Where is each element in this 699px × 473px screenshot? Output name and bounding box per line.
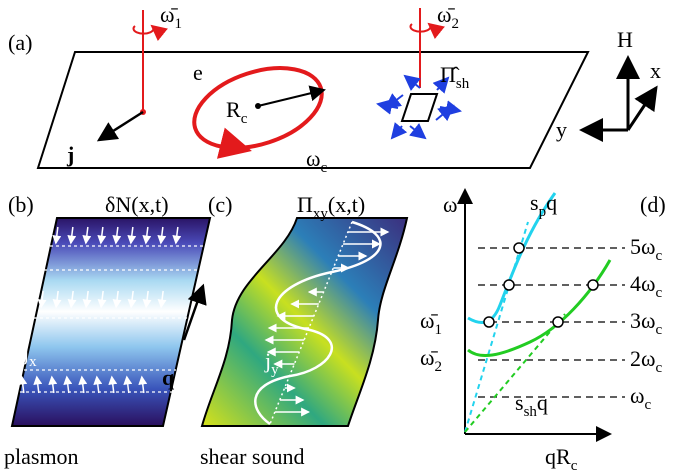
label-suffix: q — [546, 190, 557, 215]
panel-label: (c) — [208, 192, 232, 217]
caption: shear sound — [200, 444, 304, 469]
label-suffix: (x,t) — [328, 192, 365, 217]
label-text: Π — [297, 192, 313, 217]
label-text: j — [264, 348, 271, 373]
label-subscript: sh — [456, 76, 470, 92]
panel-label: (a) — [8, 30, 32, 55]
gap-label: ω̄1 — [420, 308, 442, 338]
level-label: 4ωc — [630, 271, 662, 301]
page: { "panel_a": {"label": "(a)", "rotation_… — [0, 0, 699, 473]
stress-map — [202, 218, 407, 426]
label-subscript: c — [241, 111, 248, 127]
label-text: R — [226, 97, 241, 122]
label-text: s — [515, 390, 524, 415]
figure: (a) ω̄1 ω̄2 e Rc ωc j Π̂sh H x y (b) δN(… — [0, 0, 699, 473]
label-text: ω — [630, 383, 644, 408]
label-subscript: xy — [313, 206, 329, 222]
panel-b: (b) δN(x,t) jx q plasmon — [4, 192, 210, 469]
label-subscript: c — [644, 397, 651, 413]
label-subscript: c — [655, 360, 662, 376]
label-subscript: x — [29, 354, 37, 370]
label-subscript: c — [655, 285, 662, 301]
panel-d: (d) ω qRc spq sshq ω̄1 ω̄2 — [420, 190, 666, 473]
current-arrow — [99, 112, 143, 140]
axis-label: x — [650, 58, 661, 83]
caption: plasmon — [4, 444, 79, 469]
label-subscript: c — [320, 160, 327, 176]
radius-label: Rc — [226, 97, 248, 127]
rotation-label: ω̄1 — [160, 2, 182, 32]
density-map — [12, 218, 210, 426]
gap-label: ω̄2 — [420, 345, 442, 375]
label-text: 2ω — [630, 346, 655, 371]
panel-title: δN(x,t) — [105, 192, 169, 217]
level-label: 2ωc — [630, 346, 662, 376]
current-label: j — [66, 142, 74, 167]
wavevector-label: q — [162, 365, 175, 390]
label-text: qR — [545, 444, 571, 469]
axis-title: qRc — [545, 444, 578, 473]
radius-arrow — [258, 90, 324, 106]
axis-title: ω — [443, 192, 457, 217]
label-subscript: sh — [524, 404, 538, 420]
level-label: 3ωc — [630, 308, 662, 338]
label-text: s — [530, 190, 539, 215]
panel-a: (a) ω̄1 ω̄2 e Rc ωc j Π̂sh H x y — [8, 2, 661, 176]
rotation-label: ω̄2 — [437, 2, 459, 32]
label-subscript: y — [271, 362, 279, 378]
panel-c: (c) Πxy(x,t) jy shear sound — [200, 192, 407, 469]
level-label: 5ωc — [630, 234, 662, 264]
label-text: 5ω — [630, 234, 655, 259]
stress-label: Π̂sh — [440, 62, 470, 92]
cyclotron-label: ωc — [306, 146, 327, 176]
label-text: j — [22, 340, 29, 365]
line-label: spq — [530, 190, 557, 220]
label-subscript: 2 — [451, 16, 459, 32]
line-label: sshq — [515, 390, 548, 420]
label-subscript: c — [655, 248, 662, 264]
element — [402, 94, 437, 121]
label-text: ω — [306, 146, 320, 171]
panel-label: (d) — [640, 192, 666, 217]
coordinate-axes — [582, 58, 656, 130]
label-subscript: 2 — [434, 359, 442, 375]
label-subscript: 1 — [434, 322, 442, 338]
label-suffix: q — [537, 390, 548, 415]
label-text: 4ω — [630, 271, 655, 296]
label-subscript: p — [539, 204, 547, 220]
label-subscript: c — [571, 458, 578, 473]
panel-label: (b) — [8, 192, 34, 217]
axis-label: H — [617, 27, 633, 52]
axis-label: y — [556, 117, 567, 142]
label-text: 3ω — [630, 308, 655, 333]
label-subscript: 1 — [174, 16, 182, 32]
level-label: ωc — [630, 383, 651, 413]
label-subscript: c — [655, 322, 662, 338]
electron-label: e — [193, 60, 203, 85]
shear-curve — [468, 260, 610, 356]
